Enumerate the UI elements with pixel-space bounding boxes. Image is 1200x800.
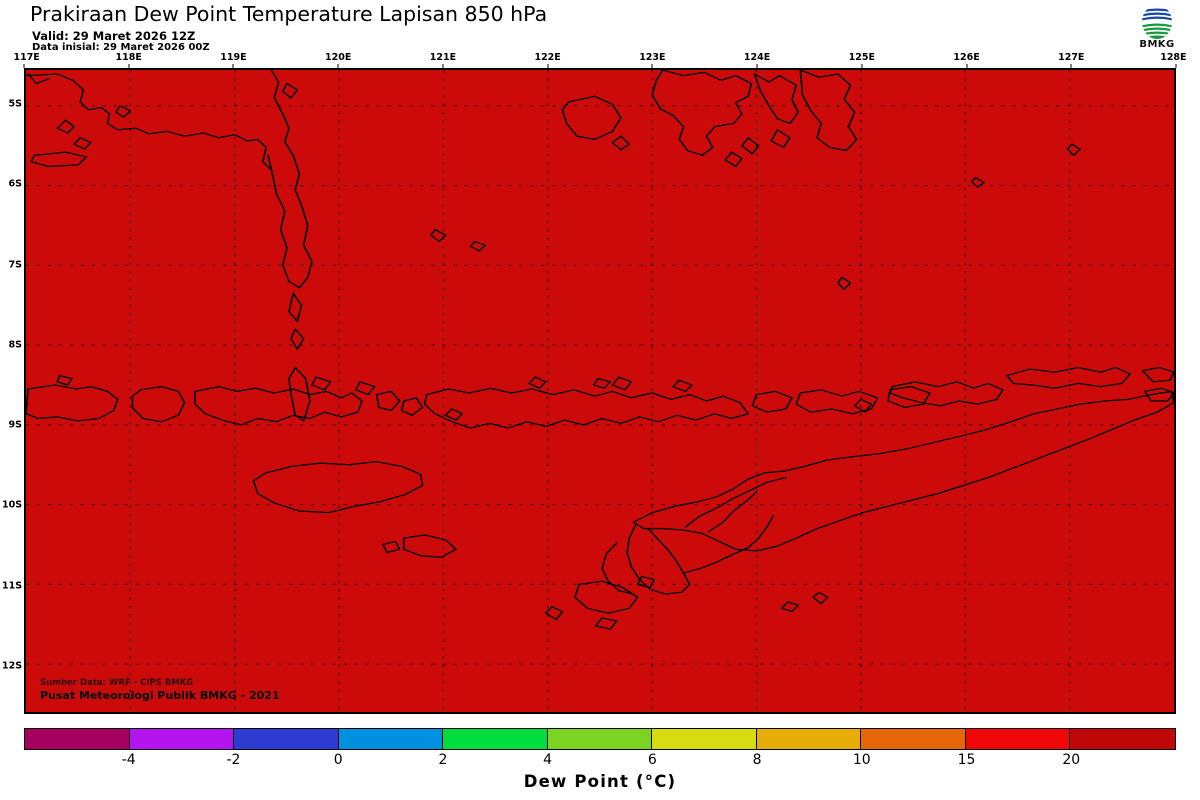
x-axis-tick-label: 124E	[743, 52, 771, 63]
y-axis-tick-label: 8S	[8, 339, 22, 351]
x-axis-tick-label: 128E	[1160, 52, 1187, 63]
colorbar-segment[interactable]	[25, 729, 130, 749]
map-canvas	[26, 70, 1174, 712]
x-axis-tick-label: 125E	[848, 52, 875, 63]
credit-organization: Pusat Meteorologi Publik BMKG - 2021	[40, 689, 280, 702]
bmkg-logo-label: BMKG	[1139, 39, 1175, 50]
y-axis-tick-label: 11S	[2, 580, 23, 592]
colorbar-segment[interactable]	[338, 729, 444, 749]
colorbar-tick-label: 6	[647, 752, 657, 768]
x-axis-tick	[1070, 64, 1072, 68]
x-axis-tick	[23, 64, 25, 68]
x-axis-tick	[442, 64, 444, 68]
colorbar-segment[interactable]	[443, 729, 548, 749]
map-panel[interactable]: Sumber Data: WRF - CIPS BMKG Pusat Meteo…	[24, 68, 1176, 714]
y-axis-tick-label: 10S	[2, 499, 23, 511]
colorbar-segment[interactable]	[1070, 729, 1175, 749]
colorbar-segment[interactable]	[129, 729, 235, 749]
colorbar-tick-label: 10	[852, 752, 871, 768]
y-axis-tick-label: 6S	[8, 178, 22, 190]
y-axis-tick-label: 12S	[2, 660, 23, 672]
x-axis-tick-label: 123E	[639, 52, 666, 63]
x-axis-tick-label: 120E	[325, 52, 352, 63]
x-axis-tick	[547, 64, 549, 68]
colorbar-tick-label: -4	[121, 752, 136, 768]
colorbar-segment[interactable]	[756, 729, 862, 749]
x-axis-tick-label: 127E	[1058, 52, 1085, 63]
dewpoint-field	[26, 70, 1174, 712]
x-axis-tick-label: 117E	[13, 52, 40, 63]
colorbar-tick-label: 15	[957, 752, 976, 768]
y-axis-tick-label: 5S	[8, 98, 22, 110]
y-axis-tick-label: 7S	[8, 259, 22, 271]
x-axis-tick-label: 122E	[534, 52, 561, 63]
colorbar-title: Dew Point (°C)	[523, 772, 677, 791]
x-axis-tick	[966, 64, 968, 68]
colorbar-tick-label: 8	[752, 752, 762, 768]
initial-data-label: Data inisial: 29 Maret 2026 00Z	[32, 42, 210, 53]
colorbar-tick-label: 2	[438, 752, 448, 768]
y-axis-tick-label: 9S	[8, 419, 22, 431]
x-axis-tick-label: 121E	[429, 52, 457, 63]
credit-source: Sumber Data: WRF - CIPS BMKG	[40, 678, 194, 688]
x-axis-tick	[861, 64, 863, 68]
x-axis-tick-label: 126E	[953, 52, 980, 63]
x-axis-tick	[337, 64, 339, 68]
header: Prakiraan Dew Point Temperature Lapisan …	[0, 0, 1200, 55]
colorbar-segment[interactable]	[547, 729, 653, 749]
x-axis-tick-label: 118E	[115, 52, 142, 63]
colorbar-strip[interactable]	[24, 728, 1176, 750]
x-axis-tick	[756, 64, 758, 68]
x-axis-tick	[128, 64, 130, 68]
colorbar-tick-label: 0	[333, 752, 343, 768]
colorbar-tick-label: 20	[1062, 752, 1081, 768]
x-axis-tick-label: 119E	[220, 52, 247, 63]
colorbar-tick-label: 4	[543, 752, 553, 768]
page-title: Prakiraan Dew Point Temperature Lapisan …	[30, 2, 548, 26]
x-axis-tick	[651, 64, 653, 68]
colorbar-segment[interactable]	[861, 729, 966, 749]
valid-time-label: Valid: 29 Maret 2026 12Z	[32, 29, 196, 43]
colorbar-segment[interactable]	[652, 729, 757, 749]
bmkg-logo: BMKG	[1126, 3, 1188, 55]
colorbar-segment[interactable]	[965, 729, 1071, 749]
colorbar-segment[interactable]	[234, 729, 339, 749]
colorbar[interactable]: -4 -2 0 2 4 6 8 10 15 20	[24, 728, 1176, 768]
bmkg-globe-icon	[1142, 5, 1172, 39]
coastlines	[26, 70, 1174, 630]
x-axis-tick	[1175, 64, 1177, 68]
x-axis-tick	[232, 64, 234, 68]
colorbar-tick-label: -2	[226, 752, 241, 768]
